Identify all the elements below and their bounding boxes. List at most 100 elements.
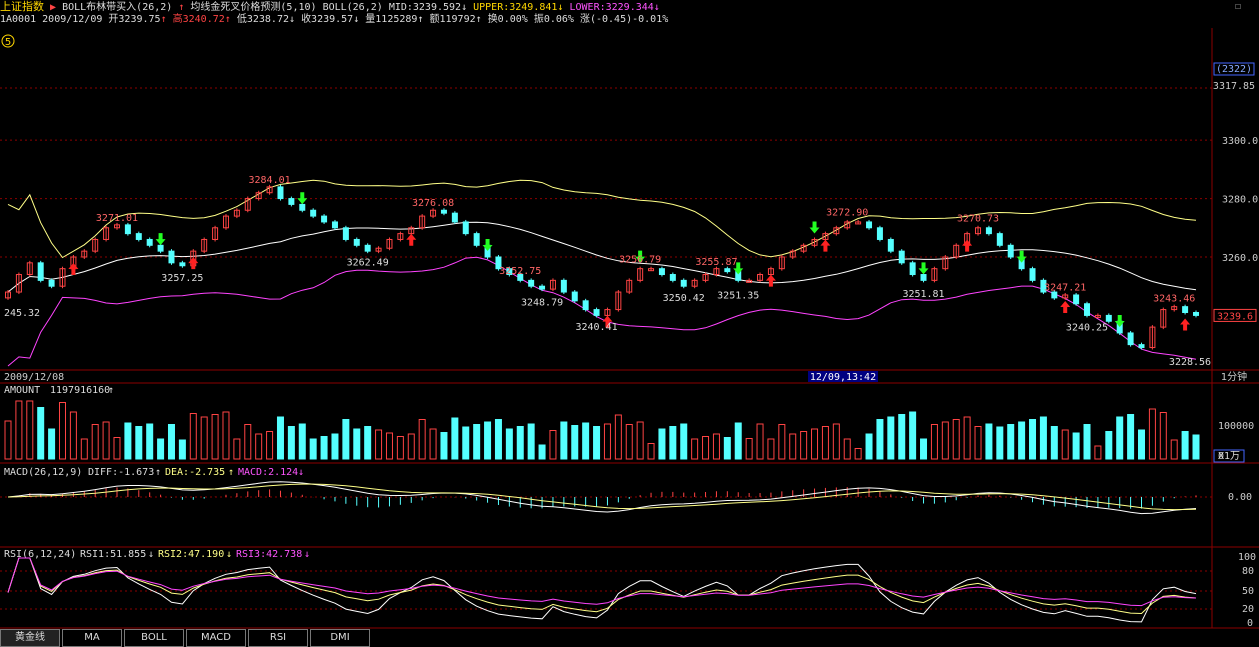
tab-boll[interactable]: BOLL: [124, 629, 184, 647]
candle: [495, 256, 502, 270]
candle: [321, 215, 328, 223]
amount-unit: X1万: [1218, 451, 1240, 462]
arrow-up-icon: ↑: [160, 14, 167, 25]
amount-bar: [920, 438, 928, 460]
candle: [299, 203, 306, 211]
amount-bar: [1061, 429, 1069, 460]
candle: [113, 224, 120, 229]
cursor-time-box: [808, 371, 878, 382]
candle: [920, 274, 927, 281]
candle: [1138, 344, 1145, 349]
amount-bar: [135, 426, 143, 460]
amount-bar: [287, 426, 295, 460]
grid-lines: [0, 87, 1212, 258]
amount-bar: [58, 402, 66, 460]
signal-arrows: [68, 192, 1191, 331]
amount-bar: [876, 419, 884, 460]
amount-bar: [516, 426, 524, 460]
y-tick-label: 3300.0: [1222, 136, 1258, 147]
arrow-up-icon: ↑: [155, 467, 161, 478]
close-icon[interactable]: ☐: [1234, 1, 1242, 12]
tab-dmi[interactable]: DMI: [310, 629, 370, 647]
candle: [789, 250, 796, 258]
candle: [146, 238, 153, 246]
candle: [855, 221, 862, 225]
amount-bar: [462, 426, 470, 460]
quote-amplitude: 振0.06%: [533, 14, 574, 25]
candle: [266, 186, 273, 194]
amount-panel: AMOUNT 1197916160 ↑ 100000 0 X1万: [4, 385, 1254, 463]
candle: [157, 244, 164, 252]
candle: [462, 221, 469, 235]
candle: [233, 209, 240, 217]
amount-bar: [484, 421, 492, 460]
indicator-label: 均线金死叉价格预测(5,10): [190, 2, 317, 13]
sell-arrow-icon: [733, 262, 744, 275]
rsi-panel: RSI(6,12,24) RSI1:51.855 ↓ RSI2:47.190 ↓…: [0, 549, 1256, 629]
buy-arrow-icon: [1180, 318, 1191, 331]
candle: [1084, 303, 1091, 316]
amount-bar: [571, 425, 579, 460]
index-name[interactable]: 上证指数: [0, 0, 44, 13]
tab-rsi[interactable]: RSI: [248, 629, 308, 647]
chart-canvas[interactable]: 245.32 3271.01 3257.25 3284.01 3262.49 3276.0…: [0, 0, 1259, 629]
mid-band-line: [7, 221, 1197, 293]
dea-line: [7, 483, 1197, 511]
buy-arrow-icon: [406, 233, 417, 246]
candle: [419, 215, 426, 229]
tab-ma[interactable]: MA: [62, 629, 122, 647]
candle: [37, 262, 44, 281]
candle: [1105, 314, 1112, 322]
amount-bar: [712, 433, 720, 460]
candle: [430, 209, 437, 217]
amount-bar: [211, 414, 219, 460]
amount-value: 1197916160: [50, 385, 110, 396]
lower-band-line: [7, 256, 1197, 367]
amount-bar: [418, 419, 426, 460]
macd-y-tick: 0.00: [1228, 492, 1252, 503]
amount-bar: [680, 423, 688, 460]
macd-dea: DEA:-2.735: [165, 467, 225, 478]
tab-macd[interactable]: MACD: [186, 629, 246, 647]
candle: [451, 212, 458, 223]
candle: [26, 262, 33, 276]
price-label: 3270.73: [957, 214, 999, 225]
amount-bar: [865, 433, 873, 460]
sell-arrow-icon: [635, 250, 646, 263]
amount-bar: [353, 428, 361, 460]
price-label: 3240.25: [1066, 323, 1108, 334]
rsi1-value: RSI1:51.855: [80, 549, 146, 560]
quote-high: 高3240.72: [172, 14, 225, 25]
tab-golden-line[interactable]: 黄金线: [0, 629, 60, 647]
macd-diff: DIFF:-1.673: [88, 467, 154, 478]
top-value: 3317.85: [1213, 81, 1255, 92]
amount-title: AMOUNT: [4, 385, 40, 396]
candle: [767, 268, 774, 276]
candle: [1062, 294, 1069, 299]
amount-bar: [963, 416, 971, 460]
amount-bar: [1159, 412, 1167, 460]
price-label: 3255.87: [695, 257, 737, 268]
candle: [201, 238, 208, 252]
arrow-down-icon: ↓: [353, 14, 360, 25]
sell-arrow-icon: [809, 221, 820, 234]
candle: [1171, 306, 1178, 311]
candle: [168, 250, 175, 264]
buy-arrow-icon: [765, 274, 776, 287]
quote-volume: 量1125289: [365, 14, 418, 25]
price-label: 3272.90: [826, 207, 868, 218]
price-label: 3251.81: [902, 289, 944, 300]
macd-panel: MACD(26,12,9) DIFF:-1.673 ↑ DEA:-2.735 ↑…: [0, 467, 1252, 515]
amount-bar: [1050, 426, 1058, 460]
chart-header: 上证指数 ▶ BOLL布林带买入(26,2) ↑ 均线金死叉价格预测(5,10)…: [0, 0, 660, 13]
amount-bar: [113, 437, 121, 460]
amount-bar: [276, 416, 284, 460]
candle: [844, 221, 851, 229]
boll-lower: LOWER:3229.344: [569, 2, 654, 13]
amount-bar: [821, 426, 829, 460]
price-label: 3262.49: [347, 258, 389, 269]
amount-bar: [560, 421, 568, 460]
period-label[interactable]: 1分钟: [1221, 370, 1247, 383]
sell-arrow-icon: [1016, 250, 1027, 263]
amount-bar: [37, 407, 45, 460]
